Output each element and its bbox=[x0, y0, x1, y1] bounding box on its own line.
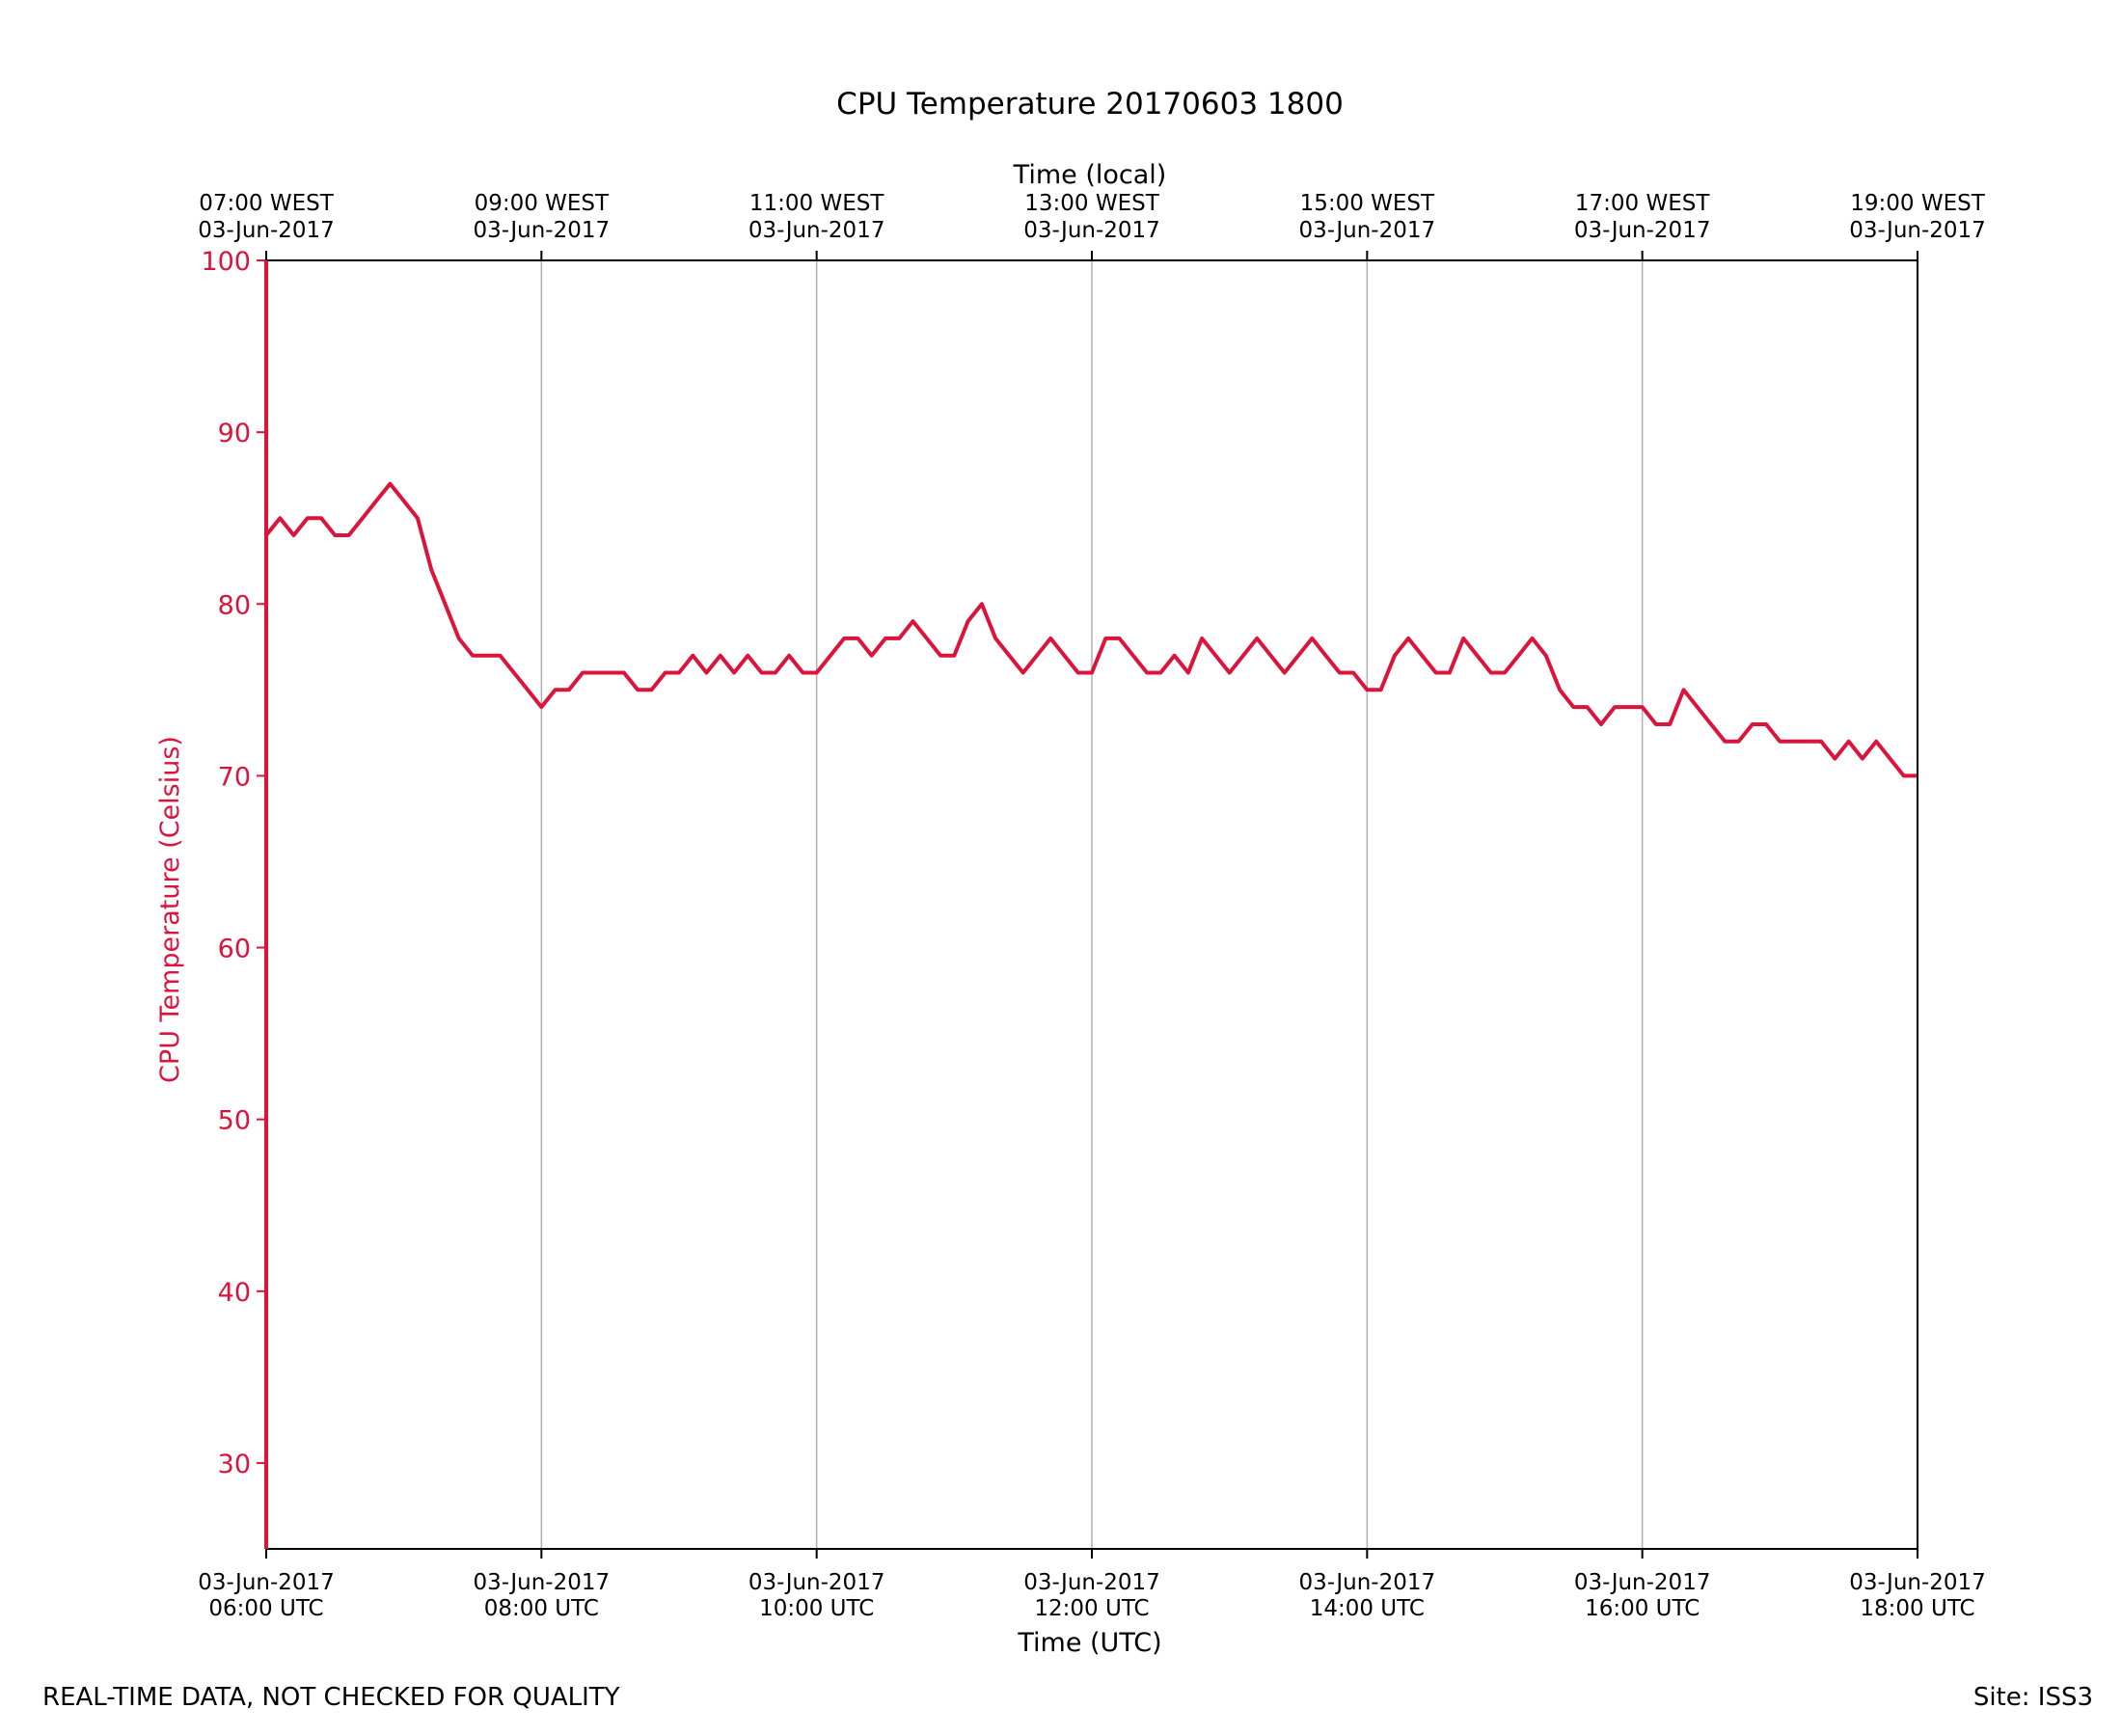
x-tick-label: 12:00 UTC bbox=[1034, 1596, 1149, 1621]
x-tick-label: 03-Jun-2017 bbox=[1299, 1570, 1436, 1595]
x-tick-label: 06:00 UTC bbox=[208, 1596, 323, 1621]
grid-lines bbox=[540, 260, 1644, 1549]
y-tick-label: 80 bbox=[218, 590, 251, 620]
top-tick-label: 11:00 WEST bbox=[749, 191, 884, 216]
x-tick-label: 16:00 UTC bbox=[1585, 1596, 1700, 1621]
quality-note: REAL-TIME DATA, NOT CHECKED FOR QUALITY bbox=[42, 1683, 620, 1712]
y-tick-label: 100 bbox=[201, 247, 251, 277]
x-tick-label: 08:00 UTC bbox=[484, 1596, 599, 1621]
y-tick-label: 50 bbox=[218, 1106, 251, 1136]
y-tick-label: 90 bbox=[218, 419, 251, 448]
top-tick-label: 03-Jun-2017 bbox=[1574, 218, 1711, 243]
x-tick-label: 03-Jun-2017 bbox=[474, 1570, 611, 1595]
y-tick-label: 70 bbox=[218, 762, 251, 792]
chart-title: CPU Temperature 20170603 1800 bbox=[836, 87, 1344, 122]
top-tick-label: 03-Jun-2017 bbox=[474, 218, 611, 243]
top-tick-label: 15:00 WEST bbox=[1300, 191, 1435, 216]
top-tick-label: 03-Jun-2017 bbox=[1023, 218, 1160, 243]
top-tick-label: 03-Jun-2017 bbox=[748, 218, 885, 243]
x-tick-label: 03-Jun-2017 bbox=[1574, 1570, 1711, 1595]
x-tick-label: 03-Jun-2017 bbox=[1849, 1570, 1986, 1595]
x-tick-label: 03-Jun-2017 bbox=[1023, 1570, 1160, 1595]
x-tick-label: 14:00 UTC bbox=[1310, 1596, 1425, 1621]
series-layer bbox=[264, 481, 1918, 778]
top-tick-label: 03-Jun-2017 bbox=[1299, 218, 1436, 243]
x-tick-label: 18:00 UTC bbox=[1860, 1596, 1974, 1621]
y-tick-label: 60 bbox=[218, 935, 251, 964]
x-tick-label: 03-Jun-2017 bbox=[748, 1570, 885, 1595]
x-tick-label: 03-Jun-2017 bbox=[198, 1570, 335, 1595]
y-tick-label: 30 bbox=[218, 1450, 251, 1479]
series-line bbox=[264, 481, 1918, 778]
site-label: Site: ISS3 bbox=[1972, 1683, 2093, 1712]
top-axis-label: Time (local) bbox=[1013, 160, 1167, 190]
top-tick-label: 03-Jun-2017 bbox=[198, 218, 335, 243]
y-tick-label: 40 bbox=[218, 1278, 251, 1308]
y-axis-label: CPU Temperature (Celsius) bbox=[155, 736, 185, 1083]
x-axis-label: Time (UTC) bbox=[1017, 1628, 1161, 1658]
top-tick-label: 17:00 WEST bbox=[1575, 191, 1710, 216]
x-tick-label: 10:00 UTC bbox=[759, 1596, 874, 1621]
top-tick-label: 19:00 WEST bbox=[1850, 191, 1985, 216]
top-tick-label: 03-Jun-2017 bbox=[1849, 218, 1986, 243]
top-tick-label: 09:00 WEST bbox=[475, 191, 610, 216]
top-tick-label: 07:00 WEST bbox=[199, 191, 334, 216]
top-tick-label: 13:00 WEST bbox=[1024, 191, 1159, 216]
